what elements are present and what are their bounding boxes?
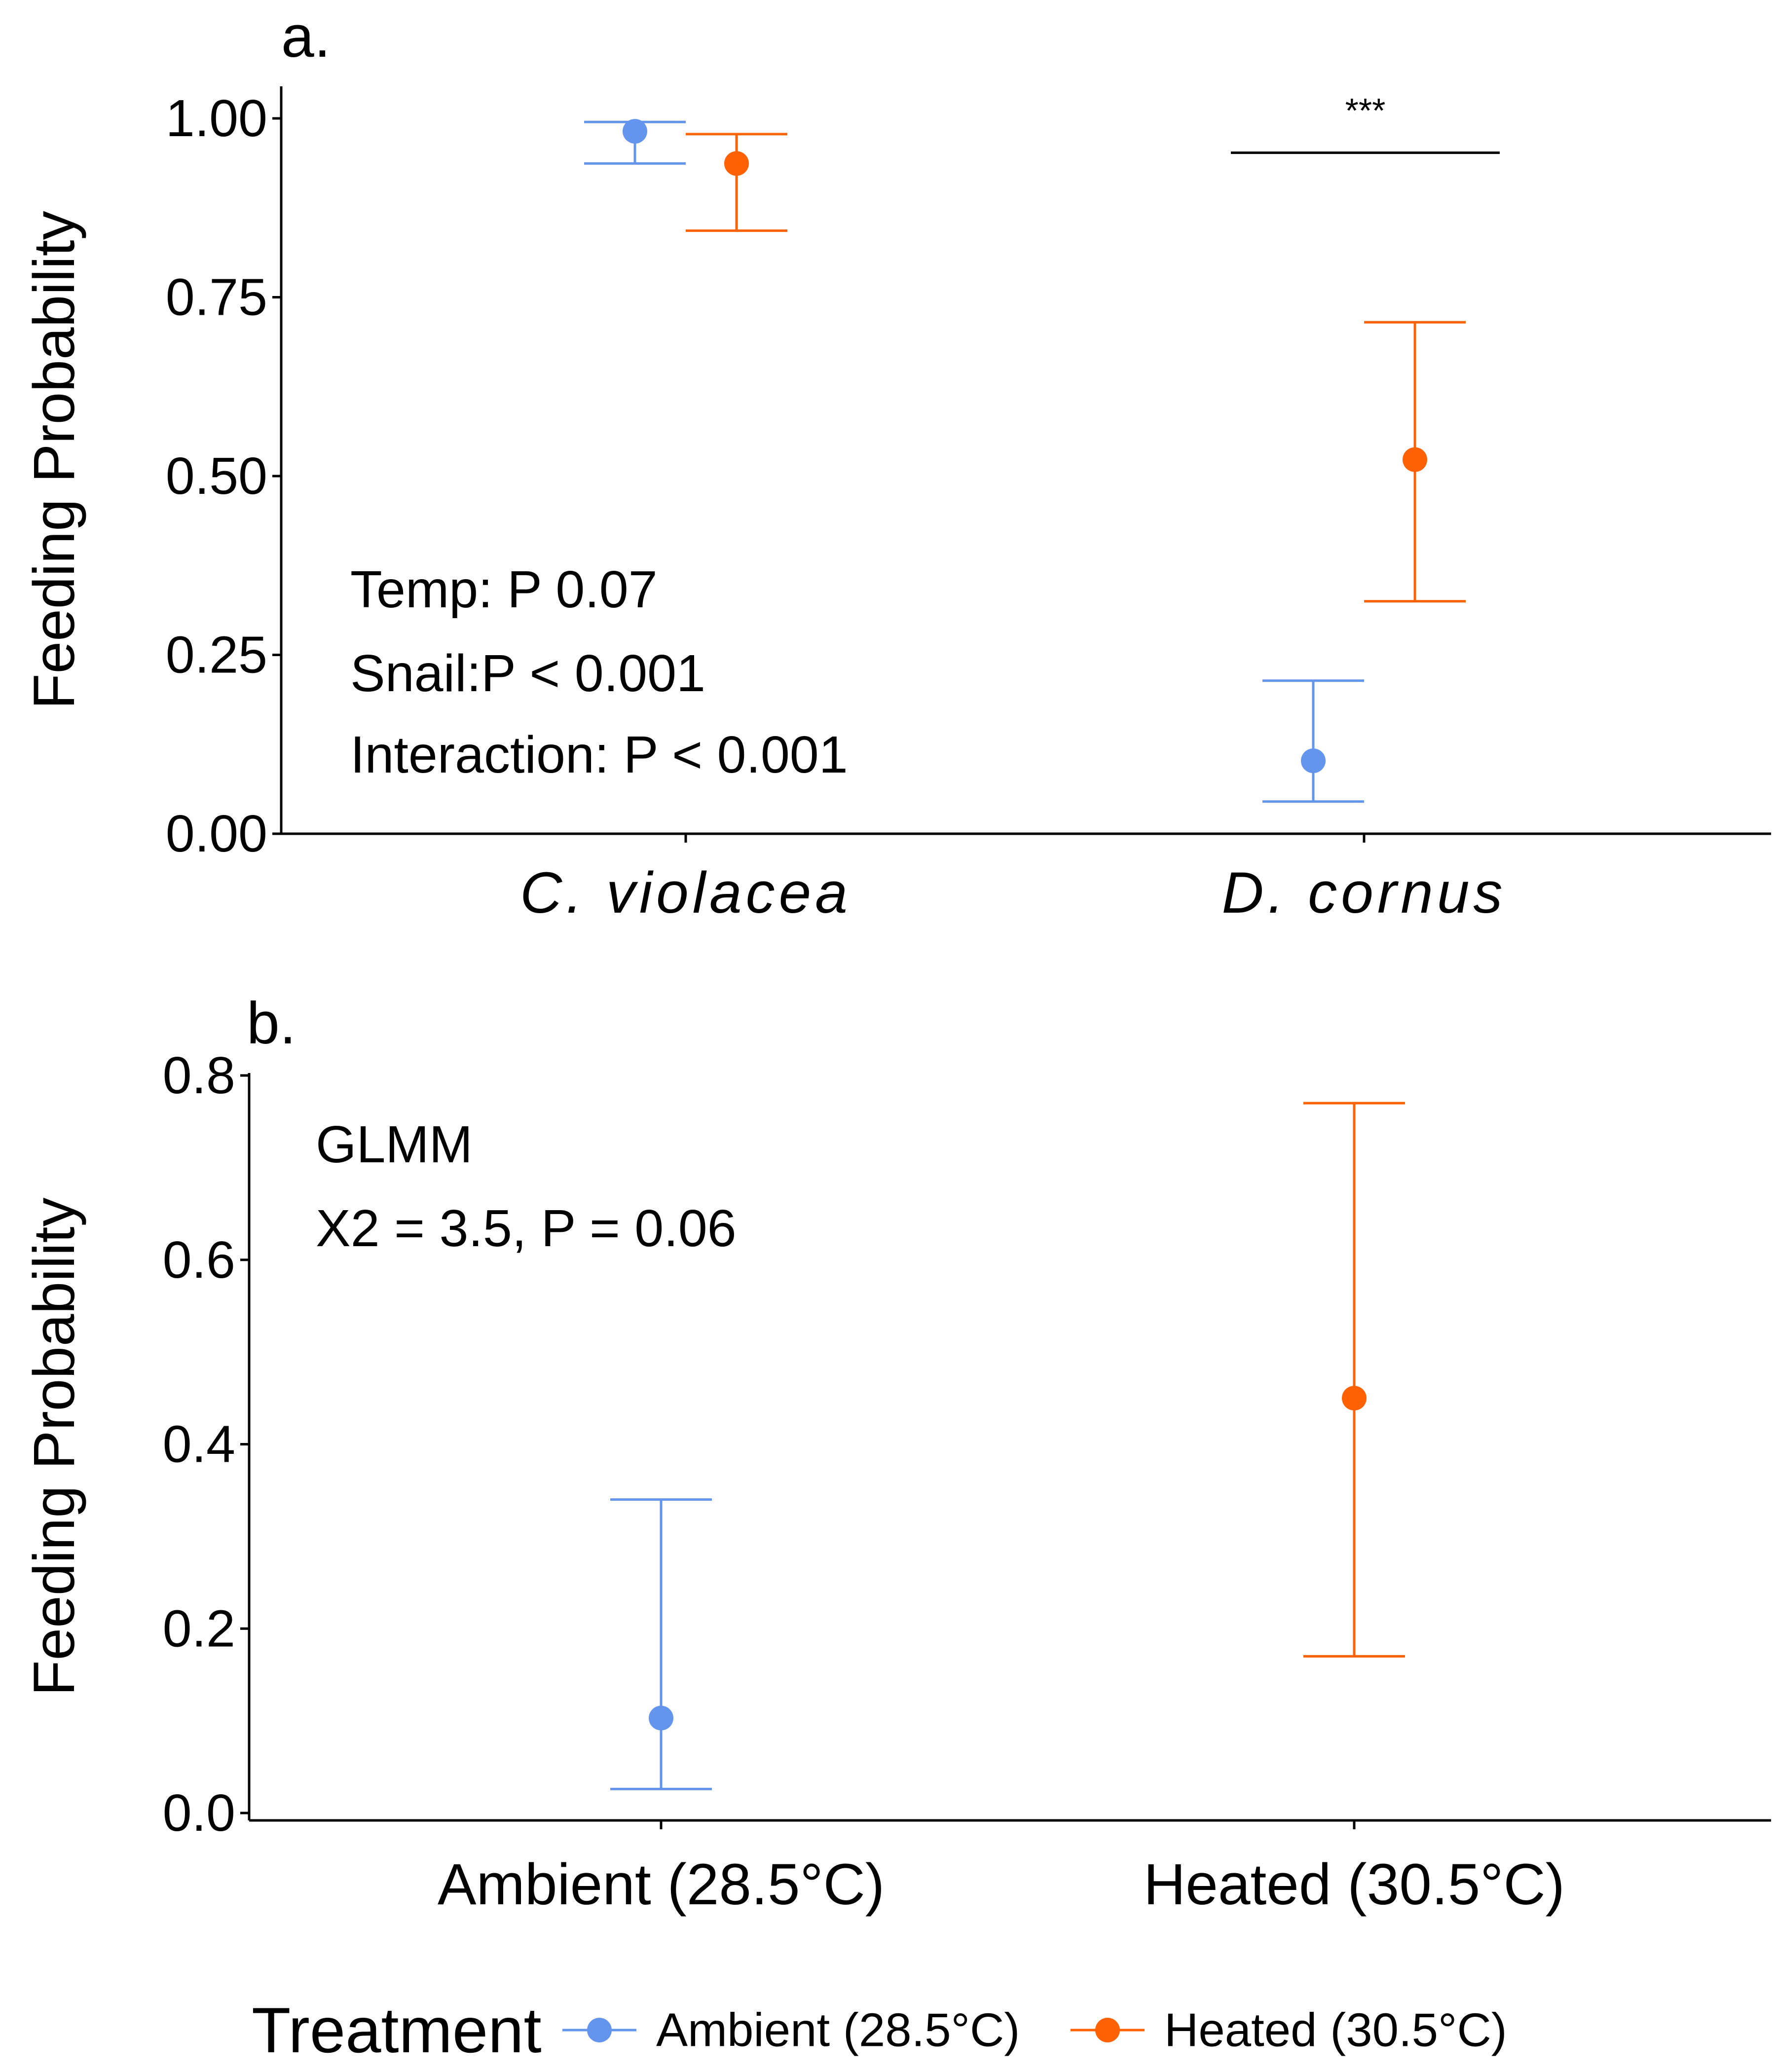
y-tick-label: 0.75	[166, 268, 267, 327]
stat-annotation: Interaction: P < 0.001	[350, 726, 848, 784]
y-tick-label: 0.8	[163, 1046, 235, 1105]
data-point	[623, 119, 647, 144]
y-axis-title: Feeding Probability	[22, 211, 87, 709]
x-tick-label: Ambient (28.5°C)	[438, 1852, 885, 1917]
y-tick-label: 0.00	[166, 805, 267, 863]
stat-annotation: Temp: P 0.07	[350, 560, 658, 619]
y-tick-label: 0.6	[163, 1231, 235, 1289]
y-tick-label: 0.2	[163, 1599, 235, 1658]
stat-annotation: GLMM	[316, 1115, 473, 1174]
panel-label: a.	[281, 3, 331, 70]
y-tick-label: 1.00	[166, 89, 267, 148]
legend-title: Treatment	[252, 1994, 542, 2066]
x-tick-label: C. violacea	[520, 860, 851, 925]
stat-annotation: X2 = 3.5, P = 0.06	[316, 1199, 737, 1258]
x-tick-label: D. cornus	[1222, 860, 1507, 925]
y-tick-label: 0.4	[163, 1415, 235, 1474]
legend-key-point	[587, 2018, 612, 2042]
data-point	[724, 151, 749, 176]
panel-label: b.	[247, 990, 296, 1056]
legend-item-label: Heated (30.5°C)	[1164, 2004, 1507, 2057]
stat-annotation: Snail:P < 0.001	[350, 644, 705, 703]
data-point	[1301, 748, 1326, 774]
significance-label: ***	[1345, 91, 1386, 130]
legend-key-point	[1095, 2018, 1120, 2042]
y-tick-label: 0.50	[166, 447, 267, 505]
y-axis-title: Feeding Probability	[22, 1197, 87, 1696]
data-point	[1403, 447, 1427, 472]
y-tick-label: 0.0	[163, 1784, 235, 1842]
data-point	[1342, 1386, 1367, 1411]
legend-item-label: Ambient (28.5°C)	[656, 2004, 1020, 2057]
y-tick-label: 0.25	[166, 626, 267, 684]
x-tick-label: Heated (30.5°C)	[1144, 1852, 1565, 1917]
data-point	[649, 1705, 673, 1731]
